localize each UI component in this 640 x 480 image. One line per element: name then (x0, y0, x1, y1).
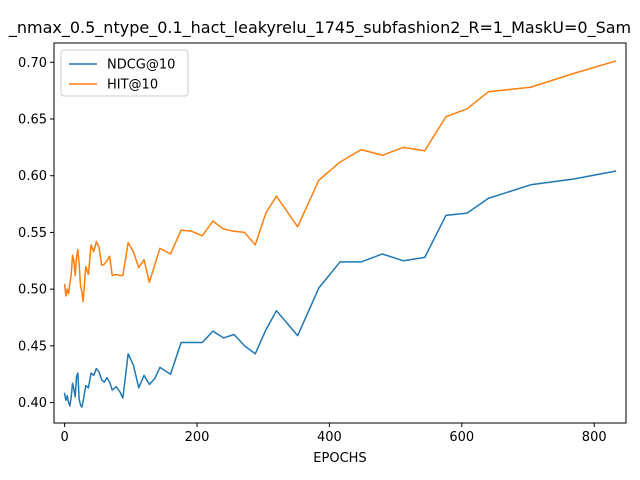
y-axis-ticks: 0.40 0.45 0.50 0.55 0.60 0.65 0.70 (18, 56, 54, 411)
y-tick-label: 0.40 (18, 396, 47, 411)
y-tick-label: 0.60 (18, 169, 47, 184)
legend: NDCG@10 HIT@10 (60, 49, 189, 97)
y-tick-label: 0.50 (18, 283, 47, 298)
plot-area (54, 43, 626, 423)
x-axis-label: EPOCHS (313, 451, 366, 466)
x-tick-label: 0 (60, 430, 68, 445)
chart-title: _nmax_0.5_ntype_0.1_hact_leakyrelu_1745_… (8, 18, 631, 38)
legend-label: HIT@10 (107, 78, 158, 93)
legend-label: NDCG@10 (107, 58, 175, 73)
y-tick-label: 0.45 (18, 339, 47, 354)
x-tick-label: 600 (449, 430, 474, 445)
series-line-0 (63, 170, 617, 408)
series-line-1 (63, 60, 617, 303)
x-tick-label: 800 (582, 430, 607, 445)
y-tick-label: 0.70 (18, 56, 47, 71)
series-layer (63, 60, 617, 408)
y-tick-label: 0.55 (18, 226, 47, 241)
y-tick-label: 0.65 (18, 113, 47, 128)
x-tick-label: 400 (317, 430, 342, 445)
x-axis-ticks: 0 200 400 600 800 (60, 423, 607, 445)
x-tick-label: 200 (185, 430, 210, 445)
plot-frame (53, 42, 627, 424)
